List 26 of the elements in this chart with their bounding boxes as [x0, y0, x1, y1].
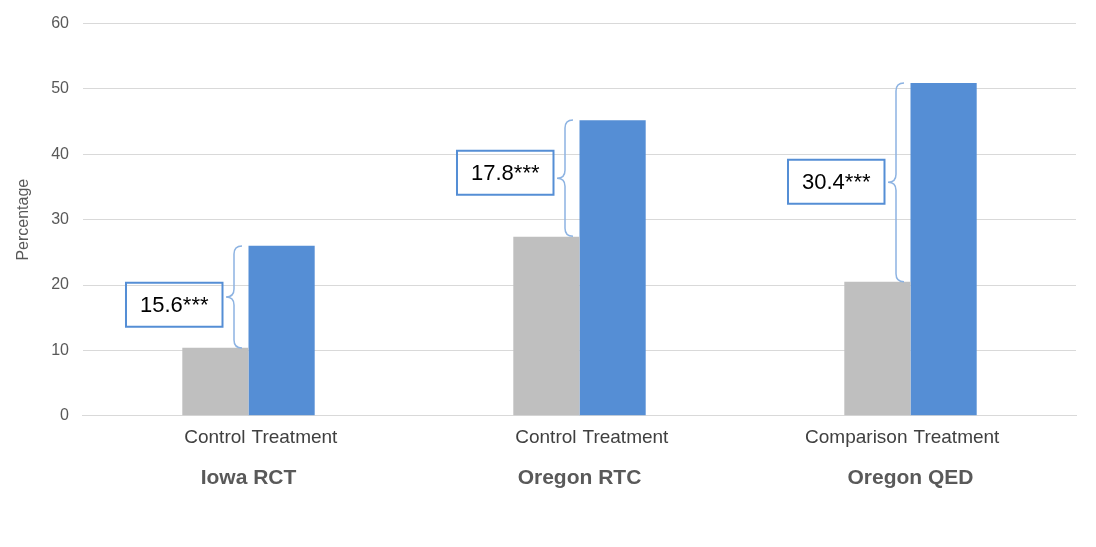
y-tick-label: 40: [51, 144, 70, 162]
bar: [248, 245, 315, 416]
y-tick-label: 30: [51, 210, 70, 228]
x-tick-label: Oregon QED: [847, 465, 974, 489]
bar: [910, 83, 977, 416]
y-tick-label: 0: [60, 406, 70, 424]
text: Treatment: [913, 425, 1001, 447]
y-tick-label: 50: [51, 79, 70, 97]
x-tick-label: Oregon RTC: [517, 465, 642, 489]
annotation: 15.6***: [139, 291, 209, 317]
text: Control: [515, 425, 577, 447]
text: Treatment: [582, 425, 670, 447]
text: Treatment: [251, 425, 339, 447]
bar: [513, 236, 580, 416]
text: Control: [184, 425, 246, 447]
y-axis-title: Percentage: [14, 178, 32, 261]
annotation: 17.8***: [470, 159, 540, 185]
y-tick-label: 60: [51, 14, 70, 32]
annotation: 30.4***: [801, 168, 871, 194]
text: Comparison: [805, 425, 908, 447]
y-tick-label: 10: [51, 340, 70, 358]
bar: [579, 120, 646, 416]
y-tick-label: 20: [51, 275, 70, 293]
bar: [844, 281, 911, 416]
bar: [182, 347, 249, 416]
x-tick-label: Iowa RCT: [200, 465, 297, 489]
